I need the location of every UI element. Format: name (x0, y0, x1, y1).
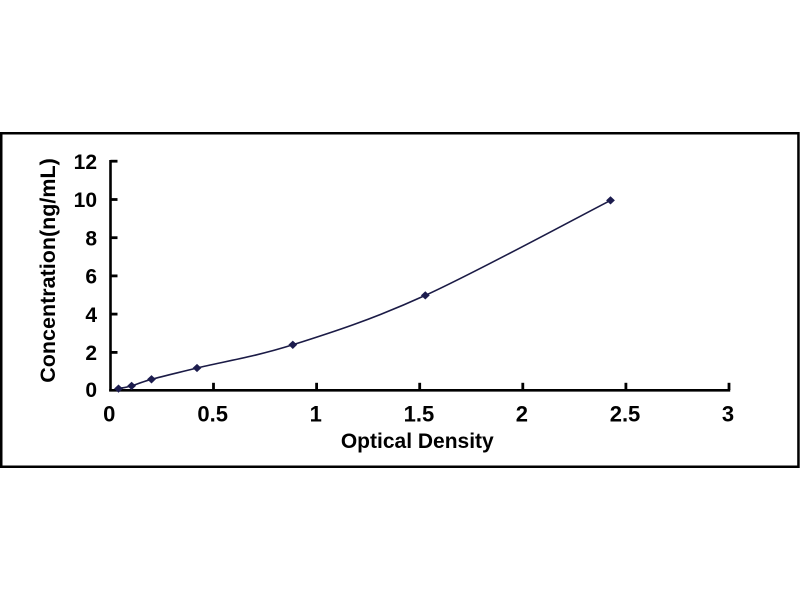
svg-text:8: 8 (85, 227, 97, 250)
svg-text:0: 0 (103, 402, 115, 427)
svg-text:0.5: 0.5 (197, 402, 228, 427)
svg-text:6: 6 (85, 266, 97, 289)
svg-text:12: 12 (74, 151, 97, 174)
svg-text:3: 3 (722, 402, 734, 427)
svg-text:1: 1 (310, 402, 322, 427)
svg-text:10: 10 (74, 189, 97, 212)
svg-text:4: 4 (85, 304, 97, 327)
svg-text:1.5: 1.5 (404, 402, 435, 427)
svg-text:2.5: 2.5 (610, 402, 641, 427)
svg-text:Concentration(ng/mL): Concentration(ng/mL) (36, 158, 60, 383)
svg-text:Optical Density: Optical Density (341, 430, 494, 453)
svg-text:2: 2 (85, 342, 97, 365)
svg-text:0: 0 (85, 379, 97, 402)
svg-text:2: 2 (516, 402, 528, 427)
